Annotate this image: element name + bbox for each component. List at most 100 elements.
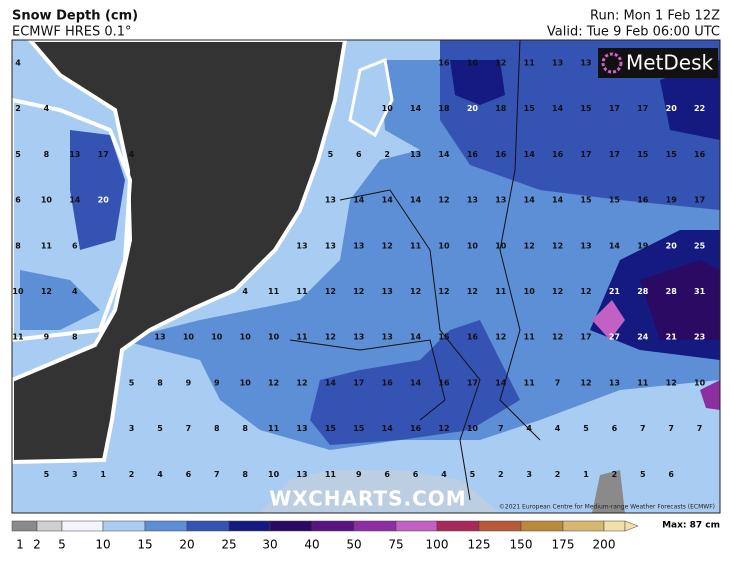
- grid-value: 2: [555, 470, 561, 479]
- map: 4 16 16 12 11 13 132 4 10 14 18 20 18 15 14 15 17 17 20 225…: [11, 39, 721, 514]
- grid-value: 16: [438, 59, 450, 68]
- grid-value: 11: [325, 470, 337, 479]
- grid-value: 4: [555, 424, 561, 433]
- legend-swatch: [603, 520, 626, 532]
- grid-value: 12: [438, 287, 449, 296]
- grid-value: 11: [524, 378, 536, 387]
- grid-value: 7: [640, 424, 646, 433]
- legend-swatch: [562, 520, 605, 532]
- grid-value: 10: [382, 104, 394, 113]
- grid-value: 15: [580, 104, 592, 113]
- grid-value: 17: [580, 150, 591, 159]
- grid-value: 28: [666, 287, 678, 296]
- grid-value: 13: [580, 241, 591, 250]
- grid-value: 6: [186, 470, 192, 479]
- grid-value: 13: [552, 59, 563, 68]
- grid-value: 12: [325, 333, 336, 342]
- grid-value: 14: [325, 378, 337, 387]
- grid-value: 4: [526, 424, 532, 433]
- logo-icon: [601, 52, 623, 74]
- legend-label: 75: [388, 538, 403, 552]
- grid-value: 17: [98, 150, 109, 159]
- grid-value: 7: [697, 424, 703, 433]
- grid-value: 4: [129, 150, 135, 159]
- grid-value: 8: [214, 424, 220, 433]
- legend-swatch: [311, 520, 355, 532]
- grid-value: 12: [382, 241, 393, 250]
- grid-value: 15: [637, 150, 649, 159]
- legend-swatch: [520, 520, 564, 532]
- grid-value: 6: [15, 196, 21, 205]
- grid-value: 5: [583, 424, 589, 433]
- legend-label: 1: [16, 538, 24, 552]
- legend-label: 30: [262, 538, 277, 552]
- grid-value: 14: [552, 196, 564, 205]
- grid-value: 2: [129, 470, 135, 479]
- grid-value: 8: [44, 150, 50, 159]
- grid-value: 3: [129, 424, 135, 433]
- legend-label: 10: [95, 538, 110, 552]
- grid-value: 16: [467, 150, 479, 159]
- grid-value: 15: [524, 104, 536, 113]
- grid-value: 14: [552, 104, 564, 113]
- grid-value: 17: [694, 196, 705, 205]
- grid-value: 6: [356, 150, 362, 159]
- grid-value: 1: [583, 470, 589, 479]
- grid-value: 10: [211, 333, 223, 342]
- grid-value: 1: [100, 470, 106, 479]
- grid-value: 10: [438, 241, 450, 250]
- grid-value: 12: [495, 333, 506, 342]
- grid-value: 17: [609, 150, 620, 159]
- grid-value: 16: [552, 150, 564, 159]
- grid-value: 18: [438, 104, 450, 113]
- grid-value: 12: [552, 333, 563, 342]
- legend-label: 20: [179, 538, 194, 552]
- legend-arrow: [624, 520, 639, 532]
- grid-value: 14: [410, 104, 422, 113]
- grid-value: 8: [242, 470, 248, 479]
- legend-swatch: [228, 520, 271, 532]
- grid-value: 20: [666, 241, 678, 250]
- grid-value: 13: [580, 59, 591, 68]
- grid-value: 18: [495, 104, 507, 113]
- grid-value: 11: [524, 333, 536, 342]
- grid-value: 8: [157, 378, 163, 387]
- grid-value: 12: [438, 196, 449, 205]
- grid-value: 20: [666, 104, 678, 113]
- grid-value: 4: [15, 59, 21, 68]
- grid-value: 17: [609, 104, 620, 113]
- grid-value: 2: [612, 470, 618, 479]
- grid-value: 22: [694, 104, 705, 113]
- legend-swatch: [11, 520, 38, 532]
- grid-labels: 4 16 16 12 11 13 132 4 10 14 18 20 18 15 14 15 17 17 20 225…: [12, 59, 705, 479]
- grid-value: 31: [694, 287, 706, 296]
- legend-label: 100: [426, 538, 449, 552]
- grid-value: 9: [44, 333, 50, 342]
- grid-value: 15: [325, 424, 337, 433]
- legend-label: 5: [58, 538, 66, 552]
- legend-swatch: [186, 520, 230, 532]
- grid-value: 7: [555, 378, 561, 387]
- grid-value: 5: [470, 470, 476, 479]
- grid-value: 11: [637, 378, 649, 387]
- grid-value: 14: [609, 241, 621, 250]
- grid-value: 7: [186, 424, 192, 433]
- grid-value: 11: [41, 241, 53, 250]
- grid-value: 13: [325, 196, 336, 205]
- grid-value: 5: [15, 150, 21, 159]
- grid-value: 11: [495, 287, 507, 296]
- grid-value: 16: [637, 196, 649, 205]
- grid-value: 13: [382, 333, 393, 342]
- grid-value: 4: [157, 470, 163, 479]
- grid-value: 14: [410, 333, 422, 342]
- grid-value: 17: [467, 378, 478, 387]
- grid-value: 8: [72, 333, 78, 342]
- grid-value: 21: [609, 287, 621, 296]
- grid-value: 15: [353, 424, 365, 433]
- grid-value: 14: [382, 424, 394, 433]
- legend-swatch: [269, 520, 313, 532]
- legend-max: Max: 87 cm: [662, 521, 720, 531]
- grid-value: 2: [498, 470, 504, 479]
- grid-value: 3: [72, 470, 78, 479]
- grid-value: 14: [524, 196, 536, 205]
